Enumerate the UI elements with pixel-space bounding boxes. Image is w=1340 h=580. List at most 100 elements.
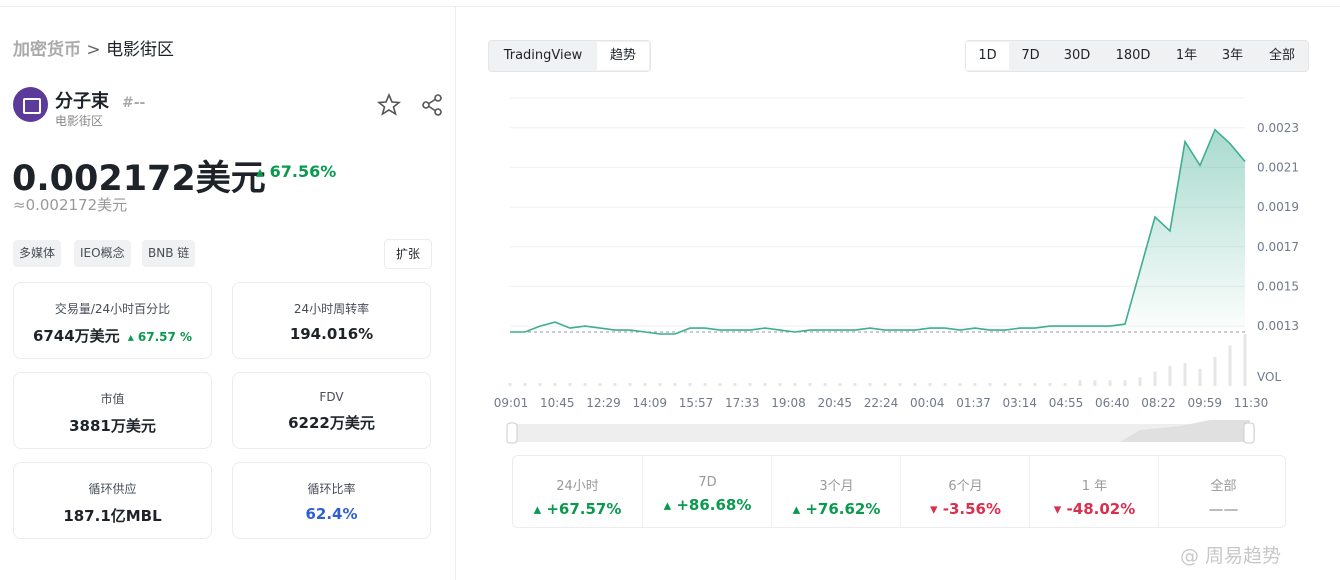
price-chart: 0.0013 0.0015 0.0017 0.0019 0.0021 0.0023 VOL 0… bbox=[494, 97, 1299, 444]
volume-bar bbox=[613, 383, 617, 386]
change: ▾ -3.56% bbox=[929, 500, 1002, 518]
change: ▴ +76.62% bbox=[792, 500, 881, 518]
performance-item: 1 年 ▾ -48.02% bbox=[1029, 456, 1159, 527]
x-tick-label: 06:40 bbox=[1095, 396, 1130, 410]
volume-bar bbox=[1063, 383, 1067, 386]
change: ▾ -48.02% bbox=[1053, 500, 1136, 518]
x-tick-label: 19:08 bbox=[771, 396, 806, 410]
x-tick-label: 03:14 bbox=[1002, 396, 1037, 410]
range-tab[interactable]: 全部 bbox=[1268, 48, 1295, 63]
tab[interactable]: 趋势 bbox=[597, 42, 649, 70]
volume-bar bbox=[958, 383, 962, 386]
volume-bar bbox=[733, 383, 737, 386]
volume-bar bbox=[1108, 380, 1112, 386]
performance-item: 6个月 ▾ -3.56% bbox=[900, 456, 1030, 527]
performance-item: 24小时 ▴ +67.57% bbox=[513, 456, 642, 527]
stat-card: 循环比率 62.4% bbox=[232, 462, 431, 539]
range-tab[interactable]: 3年 bbox=[1221, 48, 1244, 63]
x-tick-label: 09:59 bbox=[1187, 396, 1222, 410]
price-change: ▴ 67.56% bbox=[256, 162, 337, 181]
expand-button[interactable]: 扩张 bbox=[384, 239, 432, 269]
volume-bar bbox=[598, 383, 602, 386]
range-tab[interactable]: 1D bbox=[966, 42, 1009, 70]
price-area bbox=[510, 129, 1245, 336]
volume-bar bbox=[523, 383, 527, 386]
breadcrumb: 加密货币 > 电影街区 bbox=[13, 40, 175, 60]
volume-bar bbox=[508, 383, 512, 386]
x-tick-label: 01:37 bbox=[956, 396, 991, 410]
share-icon[interactable] bbox=[422, 94, 442, 116]
volume-bar bbox=[553, 383, 557, 386]
x-tick-label: 12:29 bbox=[586, 396, 621, 410]
volume-bar bbox=[1093, 380, 1097, 386]
y-tick-label: 0.0021 bbox=[1257, 160, 1299, 174]
icons bbox=[376, 93, 442, 116]
volume-bar bbox=[898, 383, 902, 386]
price-change-value: 67.56% bbox=[269, 162, 337, 181]
performance-item: 3个月 ▴ +76.62% bbox=[771, 456, 901, 527]
stat-value: 62.4% bbox=[305, 505, 358, 523]
period: 3个月 bbox=[819, 479, 854, 494]
volume-bar bbox=[658, 383, 662, 386]
stat-value: 6222万美元 bbox=[288, 414, 375, 432]
tag[interactable]: 多媒体 bbox=[13, 240, 62, 267]
coin-rank: #-- bbox=[122, 95, 146, 111]
stat-value: 187.1亿MBL bbox=[63, 507, 162, 525]
tag[interactable]: IEO概念 bbox=[74, 240, 131, 267]
x-tick-label: 11:30 bbox=[1234, 396, 1269, 410]
range-tab[interactable]: 1年 bbox=[1175, 48, 1198, 63]
tab[interactable]: TradingView bbox=[503, 48, 583, 63]
volume-bar bbox=[1183, 362, 1187, 386]
range-tab[interactable]: 7D bbox=[1021, 48, 1040, 63]
stat-value: 194.016% bbox=[289, 325, 374, 343]
crumb[interactable]: 加密货币 bbox=[13, 40, 81, 60]
period: 1 年 bbox=[1081, 479, 1108, 494]
y-tick-label: 0.0015 bbox=[1257, 279, 1299, 293]
volume-label: VOL bbox=[1257, 370, 1281, 384]
y-tick-label: 0.0023 bbox=[1257, 121, 1299, 135]
volume-bar bbox=[778, 383, 782, 386]
volume-bar bbox=[853, 383, 857, 386]
x-tick-label: 14:09 bbox=[632, 396, 667, 410]
slider-handle bbox=[1243, 422, 1255, 444]
change: ▴ +86.68% bbox=[663, 496, 752, 514]
stat-value: 3881万美元 bbox=[69, 417, 156, 435]
stat-label: 交易量/24小时百分比 bbox=[54, 302, 171, 316]
tag[interactable]: BNB 链 bbox=[142, 240, 196, 267]
y-tick-label: 0.0013 bbox=[1257, 319, 1299, 333]
volume-bar bbox=[643, 383, 647, 386]
volume-bar bbox=[928, 383, 932, 386]
volume-bar bbox=[1033, 383, 1037, 386]
period: 24小时 bbox=[556, 479, 599, 494]
stat-label: 循环比率 bbox=[307, 482, 356, 496]
divider bbox=[455, 6, 456, 580]
volume-bar bbox=[1078, 380, 1082, 386]
performance-item: 7D ▴ +86.68% bbox=[642, 456, 772, 527]
volume-bar bbox=[673, 383, 677, 386]
performance-card: 24小时 ▴ +67.57% 7D ▴ +86.68% 3个月 ▴ +76.62% 6个月 ▾… bbox=[512, 455, 1286, 528]
x-tick-label: 08:22 bbox=[1141, 396, 1176, 410]
view-tabs: TradingView 趋势 bbox=[488, 40, 651, 72]
change: —— bbox=[1208, 500, 1239, 518]
price-approx: ≈0.002172美元 bbox=[13, 196, 128, 214]
volume-bar bbox=[703, 383, 707, 386]
volume-bar bbox=[568, 383, 572, 386]
x-tick-label: 22:24 bbox=[864, 396, 899, 410]
volume-bar bbox=[688, 383, 692, 386]
stat-label: 循环供应 bbox=[88, 482, 137, 496]
range-tab[interactable]: 30D bbox=[1063, 48, 1091, 63]
volume-bar bbox=[538, 383, 542, 386]
coin-category: 电影街区 bbox=[55, 114, 104, 128]
star-icon[interactable] bbox=[376, 93, 402, 116]
volume-bar bbox=[628, 383, 632, 386]
stat-change: ▴ 67.57 % bbox=[127, 330, 193, 344]
volume-bar bbox=[1198, 368, 1202, 386]
y-tick-label: 0.0017 bbox=[1257, 240, 1299, 254]
y-tick-label: 0.0019 bbox=[1257, 200, 1299, 214]
range-tab[interactable]: 180D bbox=[1115, 48, 1151, 63]
stat-value: 6744万美元 ▴ 67.57 % bbox=[32, 327, 193, 345]
performance-item: 全部 —— bbox=[1158, 456, 1288, 527]
volume-bar bbox=[1123, 380, 1127, 386]
coin-name: 分子束 bbox=[55, 91, 109, 112]
